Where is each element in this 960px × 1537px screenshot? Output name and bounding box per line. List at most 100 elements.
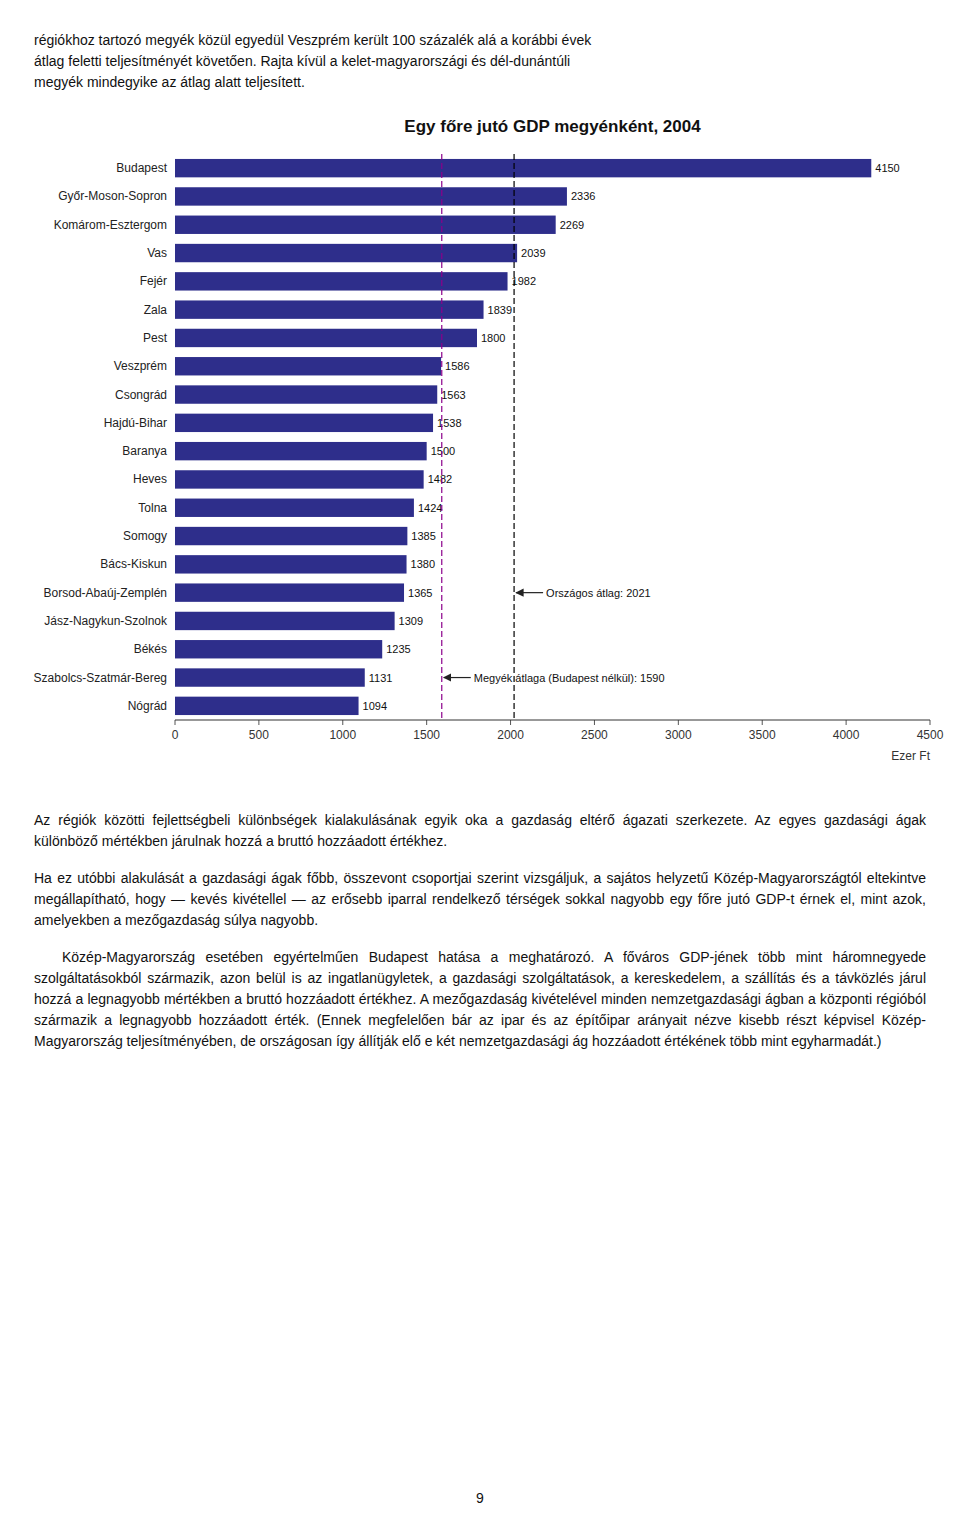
category-label: Borsod-Abaúj-Zemplén bbox=[44, 586, 167, 600]
value-label: 1385 bbox=[411, 530, 435, 542]
reference-line bbox=[441, 154, 442, 720]
annotation-text: Országos átlag: 2021 bbox=[546, 587, 651, 599]
x-tick bbox=[594, 720, 595, 725]
annotation-arrow bbox=[444, 677, 471, 678]
x-tick bbox=[342, 720, 343, 725]
category-label: Csongrád bbox=[115, 388, 167, 402]
bar bbox=[175, 329, 477, 347]
value-label: 4150 bbox=[875, 162, 899, 174]
x-tick-label: 1000 bbox=[329, 728, 356, 742]
value-label: 1424 bbox=[418, 502, 442, 514]
value-label: 1800 bbox=[481, 332, 505, 344]
bar bbox=[175, 442, 427, 460]
bar bbox=[175, 499, 414, 517]
bar bbox=[175, 470, 424, 488]
reference-lines bbox=[442, 154, 514, 720]
x-tick-label: 2500 bbox=[581, 728, 608, 742]
bar bbox=[175, 640, 382, 658]
x-tick bbox=[258, 720, 259, 725]
annotation-text: Megyék átlaga (Budapest nélkül): 1590 bbox=[474, 672, 665, 684]
x-tick-label: 4000 bbox=[833, 728, 860, 742]
category-label: Heves bbox=[133, 472, 167, 486]
category-label: Veszprém bbox=[114, 359, 167, 373]
value-label: 1563 bbox=[441, 389, 465, 401]
category-label: Tolna bbox=[138, 501, 167, 515]
value-label: 1094 bbox=[363, 700, 387, 712]
x-axis: 0 500 1000 1500 2000 2500 3000 3500 4000 4500 bbox=[172, 720, 944, 742]
x-axis-line bbox=[175, 720, 930, 721]
x-tick bbox=[426, 720, 427, 725]
category-label: Baranya bbox=[122, 444, 167, 458]
value-label: 1380 bbox=[411, 558, 435, 570]
chart-title: Egy főre jutó GDP megyénként, 2004 bbox=[404, 117, 701, 136]
bar bbox=[175, 300, 484, 318]
x-tick-label: 4500 bbox=[917, 728, 944, 742]
category-label: Vas bbox=[147, 246, 167, 260]
annotation-arrow bbox=[516, 592, 543, 593]
paragraph: Közép-Magyarország esetében egyértelműen… bbox=[34, 947, 926, 1052]
category-label: Győr-Moson-Sopron bbox=[58, 189, 167, 203]
x-tick-label: 0 bbox=[172, 728, 179, 742]
value-label: 1839 bbox=[488, 304, 512, 316]
value-label: 1309 bbox=[399, 615, 423, 627]
bar bbox=[175, 244, 517, 262]
x-tick bbox=[846, 720, 847, 725]
bar bbox=[175, 216, 556, 234]
chart: Egy főre jutó GDP megyénként, 2004 0 500 10… bbox=[0, 110, 960, 780]
category-label: Somogy bbox=[123, 529, 167, 543]
x-tick bbox=[510, 720, 511, 725]
category-label: Szabolcs-Szatmár-Bereg bbox=[34, 671, 167, 685]
category-label: Budapest bbox=[116, 161, 167, 175]
x-tick-label: 1500 bbox=[413, 728, 440, 742]
paragraph: Az régiók közötti fejlettségbeli különbs… bbox=[34, 810, 926, 852]
top-text: régiókhoz tartozó megyék közül egyedül V… bbox=[34, 30, 926, 93]
bar bbox=[175, 697, 359, 715]
bar bbox=[175, 357, 441, 375]
bar bbox=[175, 272, 508, 290]
bars bbox=[175, 159, 871, 715]
bar bbox=[175, 668, 365, 686]
category-label: Békés bbox=[134, 642, 167, 656]
x-tick bbox=[175, 720, 176, 725]
bottom-text: Az régiók közötti fejlettségbeli különbs… bbox=[34, 810, 926, 1068]
value-label: 2269 bbox=[560, 219, 584, 231]
category-label: Pest bbox=[143, 331, 168, 345]
x-tick-label: 2000 bbox=[497, 728, 524, 742]
value-label: 1482 bbox=[428, 473, 452, 485]
x-tick-label: 3500 bbox=[749, 728, 776, 742]
bar bbox=[175, 159, 871, 177]
page-number: 9 bbox=[0, 1490, 960, 1506]
x-tick bbox=[762, 720, 763, 725]
value-label: 2336 bbox=[571, 190, 595, 202]
value-label: 1235 bbox=[386, 643, 410, 655]
reference-line bbox=[513, 154, 514, 720]
x-axis-label: Ezer Ft bbox=[891, 749, 930, 763]
value-label: 1500 bbox=[431, 445, 455, 457]
value-label: 2039 bbox=[521, 247, 545, 259]
x-tick-label: 500 bbox=[249, 728, 269, 742]
value-label: 1538 bbox=[437, 417, 461, 429]
bar bbox=[175, 527, 407, 545]
category-label: Jász-Nagykun-Szolnok bbox=[44, 614, 168, 628]
value-label: 1365 bbox=[408, 587, 432, 599]
x-tick bbox=[930, 720, 931, 725]
x-tick-label: 3000 bbox=[665, 728, 692, 742]
labels: Budapest Győr-Moson-Sopron Komárom-Eszterg… bbox=[34, 161, 900, 713]
value-label: 1982 bbox=[512, 275, 536, 287]
category-label: Hajdú-Bihar bbox=[104, 416, 167, 430]
value-label: 1131 bbox=[369, 672, 393, 684]
value-label: 1586 bbox=[445, 360, 469, 372]
bar bbox=[175, 583, 404, 601]
category-label: Nógrád bbox=[128, 699, 167, 713]
bar bbox=[175, 612, 395, 630]
bar bbox=[175, 385, 437, 403]
x-tick bbox=[678, 720, 679, 725]
category-label: Zala bbox=[144, 303, 168, 317]
paragraph: Ha ez utóbbi alakulását a gazdasági ágak… bbox=[34, 868, 926, 931]
annotations: Országos átlag: 2021 Megyék átlaga (Budap… bbox=[444, 587, 665, 684]
bar bbox=[175, 555, 407, 573]
category-label: Fejér bbox=[140, 274, 167, 288]
category-label: Komárom-Esztergom bbox=[54, 218, 167, 232]
bar bbox=[175, 414, 433, 432]
bar bbox=[175, 187, 567, 205]
